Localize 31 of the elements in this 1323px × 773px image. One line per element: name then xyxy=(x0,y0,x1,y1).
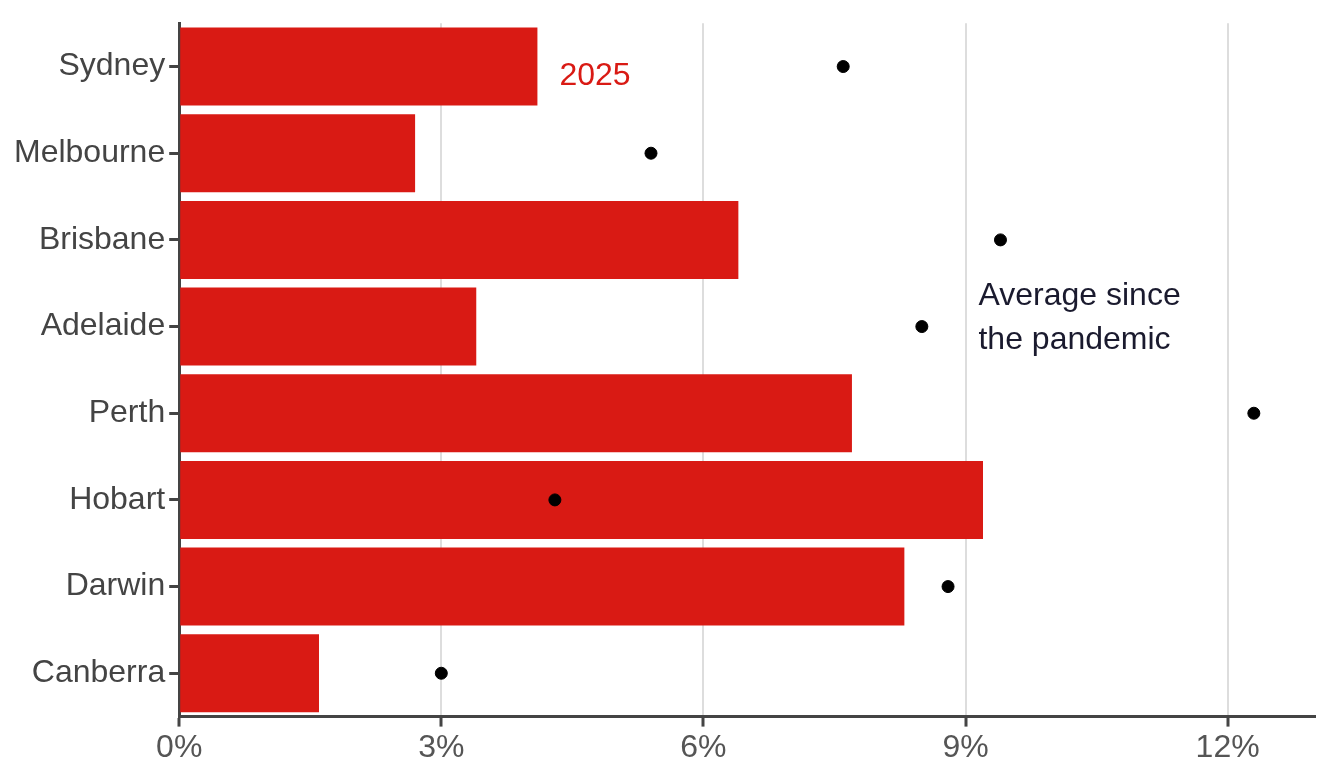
bar xyxy=(180,460,983,539)
point xyxy=(993,233,1007,247)
bar xyxy=(180,27,538,106)
x-tick-label: 9% xyxy=(942,727,989,764)
bar xyxy=(180,547,905,626)
point xyxy=(836,60,850,74)
bar xyxy=(180,287,477,366)
y-tick-label: Sydney xyxy=(58,46,166,83)
y-tick-label: Hobart xyxy=(69,479,166,516)
y-tick-label: Adelaide xyxy=(40,306,166,343)
bar xyxy=(180,200,739,279)
series-label: 2025 xyxy=(559,56,631,93)
y-tick-label: Brisbane xyxy=(38,219,166,256)
point xyxy=(644,146,658,160)
x-tick-label: 0% xyxy=(156,727,203,764)
bar xyxy=(180,374,852,453)
x-tick-label: 12% xyxy=(1195,727,1260,764)
y-tick-label: Darwin xyxy=(65,566,166,603)
point xyxy=(1247,406,1261,420)
x-tick-label: 3% xyxy=(418,727,465,764)
bar xyxy=(180,114,416,193)
series-label: Average since the pandemic xyxy=(978,275,1181,356)
point xyxy=(941,580,955,594)
point xyxy=(915,320,929,334)
y-tick-label: Perth xyxy=(88,393,166,430)
point xyxy=(434,666,448,680)
point xyxy=(548,493,562,507)
bar xyxy=(180,634,319,713)
x-tick-label: 6% xyxy=(680,727,727,764)
y-tick-label: Canberra xyxy=(31,653,166,690)
y-tick-label: Melbourne xyxy=(14,133,166,170)
